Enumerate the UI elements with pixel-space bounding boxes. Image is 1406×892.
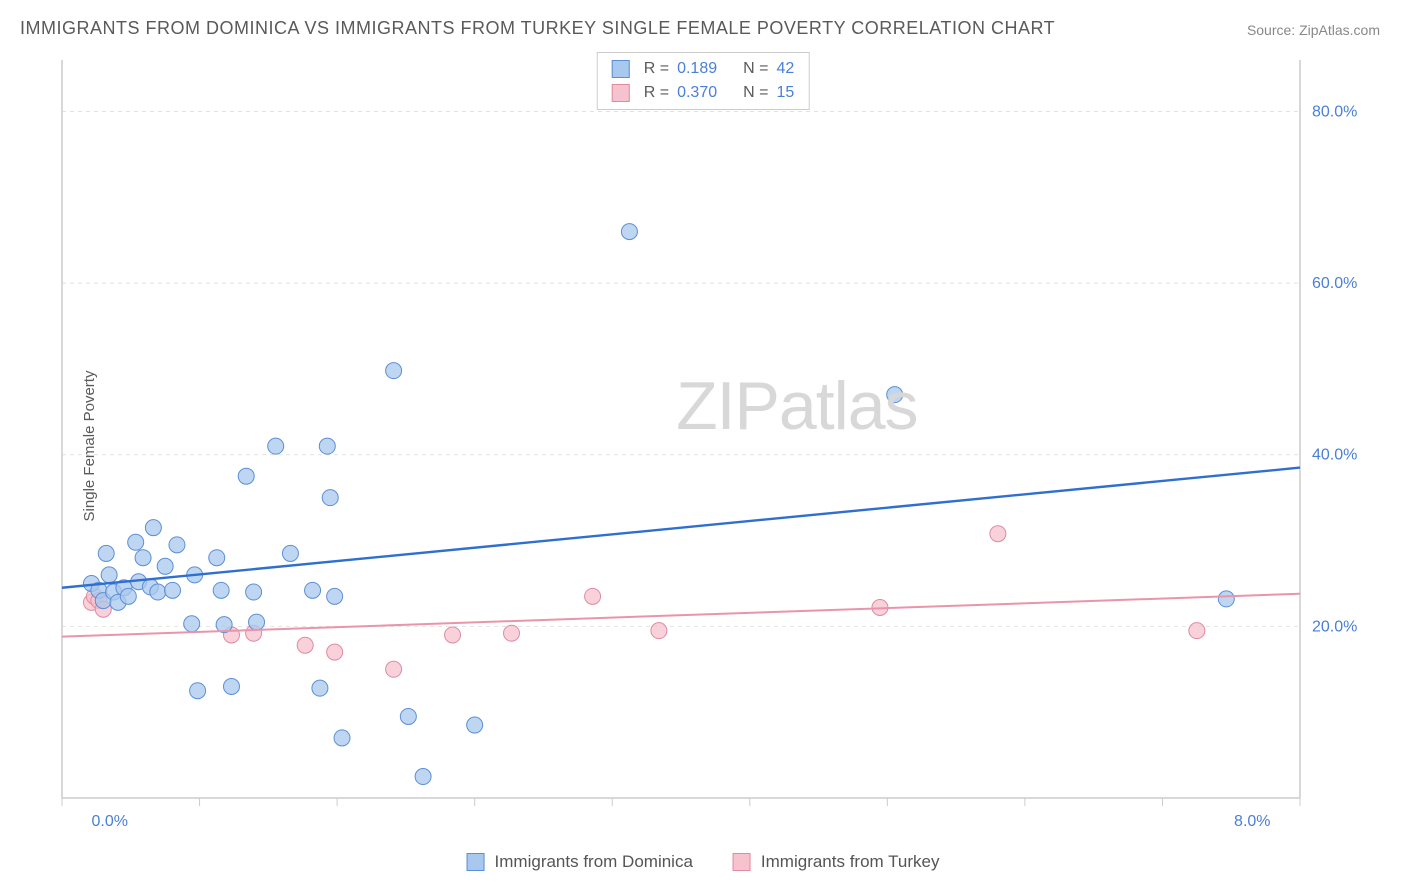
svg-text:0.0%: 0.0%	[91, 813, 127, 830]
legend-label-dominica: Immigrants from Dominica	[495, 852, 693, 872]
source-attribution: Source: ZipAtlas.com	[1247, 22, 1380, 38]
r-value-blue: 0.189	[677, 57, 717, 81]
r-label: R =	[644, 81, 669, 105]
plot-area: ZIPatlas 20.0%40.0%60.0%80.0%0.0%8.0%	[52, 50, 1382, 840]
legend-label-turkey: Immigrants from Turkey	[761, 852, 940, 872]
correlation-legend: R = 0.189 N = 42 R = 0.370 N = 15	[597, 52, 810, 110]
svg-text:8.0%: 8.0%	[1234, 813, 1270, 830]
swatch-blue-icon	[612, 60, 630, 78]
swatch-blue-icon	[467, 853, 485, 871]
n-label: N =	[743, 57, 768, 81]
legend-row-blue: R = 0.189 N = 42	[612, 57, 795, 81]
svg-text:80.0%: 80.0%	[1312, 103, 1357, 120]
swatch-pink-icon	[612, 84, 630, 102]
legend-item-dominica: Immigrants from Dominica	[467, 852, 693, 872]
r-label: R =	[644, 57, 669, 81]
swatch-pink-icon	[733, 853, 751, 871]
series-legend: Immigrants from Dominica Immigrants from…	[467, 852, 940, 872]
svg-text:40.0%: 40.0%	[1312, 447, 1357, 464]
n-value-pink: 15	[776, 81, 794, 105]
legend-item-turkey: Immigrants from Turkey	[733, 852, 940, 872]
chart-title: IMMIGRANTS FROM DOMINICA VS IMMIGRANTS F…	[20, 18, 1055, 39]
r-value-pink: 0.370	[677, 81, 717, 105]
n-label: N =	[743, 81, 768, 105]
n-value-blue: 42	[776, 57, 794, 81]
svg-text:60.0%: 60.0%	[1312, 275, 1357, 292]
legend-row-pink: R = 0.370 N = 15	[612, 81, 795, 105]
chart-svg: 20.0% 40.0% 60.0% 80.0% 0.0% 8.0%	[52, 50, 1382, 840]
svg-text:20.0%: 20.0%	[1312, 618, 1357, 635]
